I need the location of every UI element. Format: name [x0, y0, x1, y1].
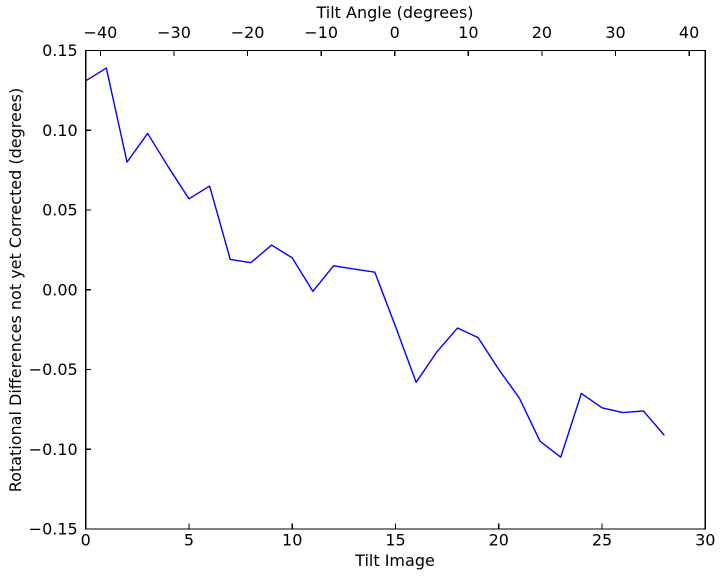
y-tick-label: 0.15	[42, 41, 78, 60]
x-bottom-tick-label: 20	[489, 531, 509, 550]
x-bottom-tick-label: 0	[81, 531, 91, 550]
x-top-tick-label: −10	[304, 23, 338, 42]
x-bottom-tick-label: 15	[385, 531, 405, 550]
x-top-tick-label: −30	[157, 23, 191, 42]
x-bottom-tick-label: 5	[184, 531, 194, 550]
data-line-rotational-differences-not-yet-corrected	[84, 67, 665, 458]
x-top-tick-label: −20	[231, 23, 265, 42]
x-top-tick-label: −40	[84, 23, 118, 42]
plot-frame	[85, 49, 706, 530]
x-top-tick-label: 0	[390, 23, 400, 42]
x-bottom-tick-label: 25	[592, 531, 612, 550]
top-axis-title: Tilt Angle (degrees)	[316, 3, 474, 22]
y-tick-label: −0.05	[29, 360, 78, 379]
y-tick-label: 0.10	[42, 121, 78, 140]
bottom-axis-title: Tilt Image	[355, 551, 435, 570]
x-top-tick-label: 30	[605, 23, 625, 42]
x-top-tick-label: 20	[532, 23, 552, 42]
x-bottom-tick-label: 30	[695, 531, 715, 550]
y-tick-label: 0.00	[42, 280, 78, 299]
y-tick-label: −0.10	[29, 440, 78, 459]
x-bottom-tick-label: 10	[282, 531, 302, 550]
y-tick-label: −0.15	[29, 520, 78, 539]
y-tick-label: 0.05	[42, 201, 78, 220]
x-top-tick-label: 40	[679, 23, 699, 42]
x-top-tick-label: 10	[458, 23, 478, 42]
